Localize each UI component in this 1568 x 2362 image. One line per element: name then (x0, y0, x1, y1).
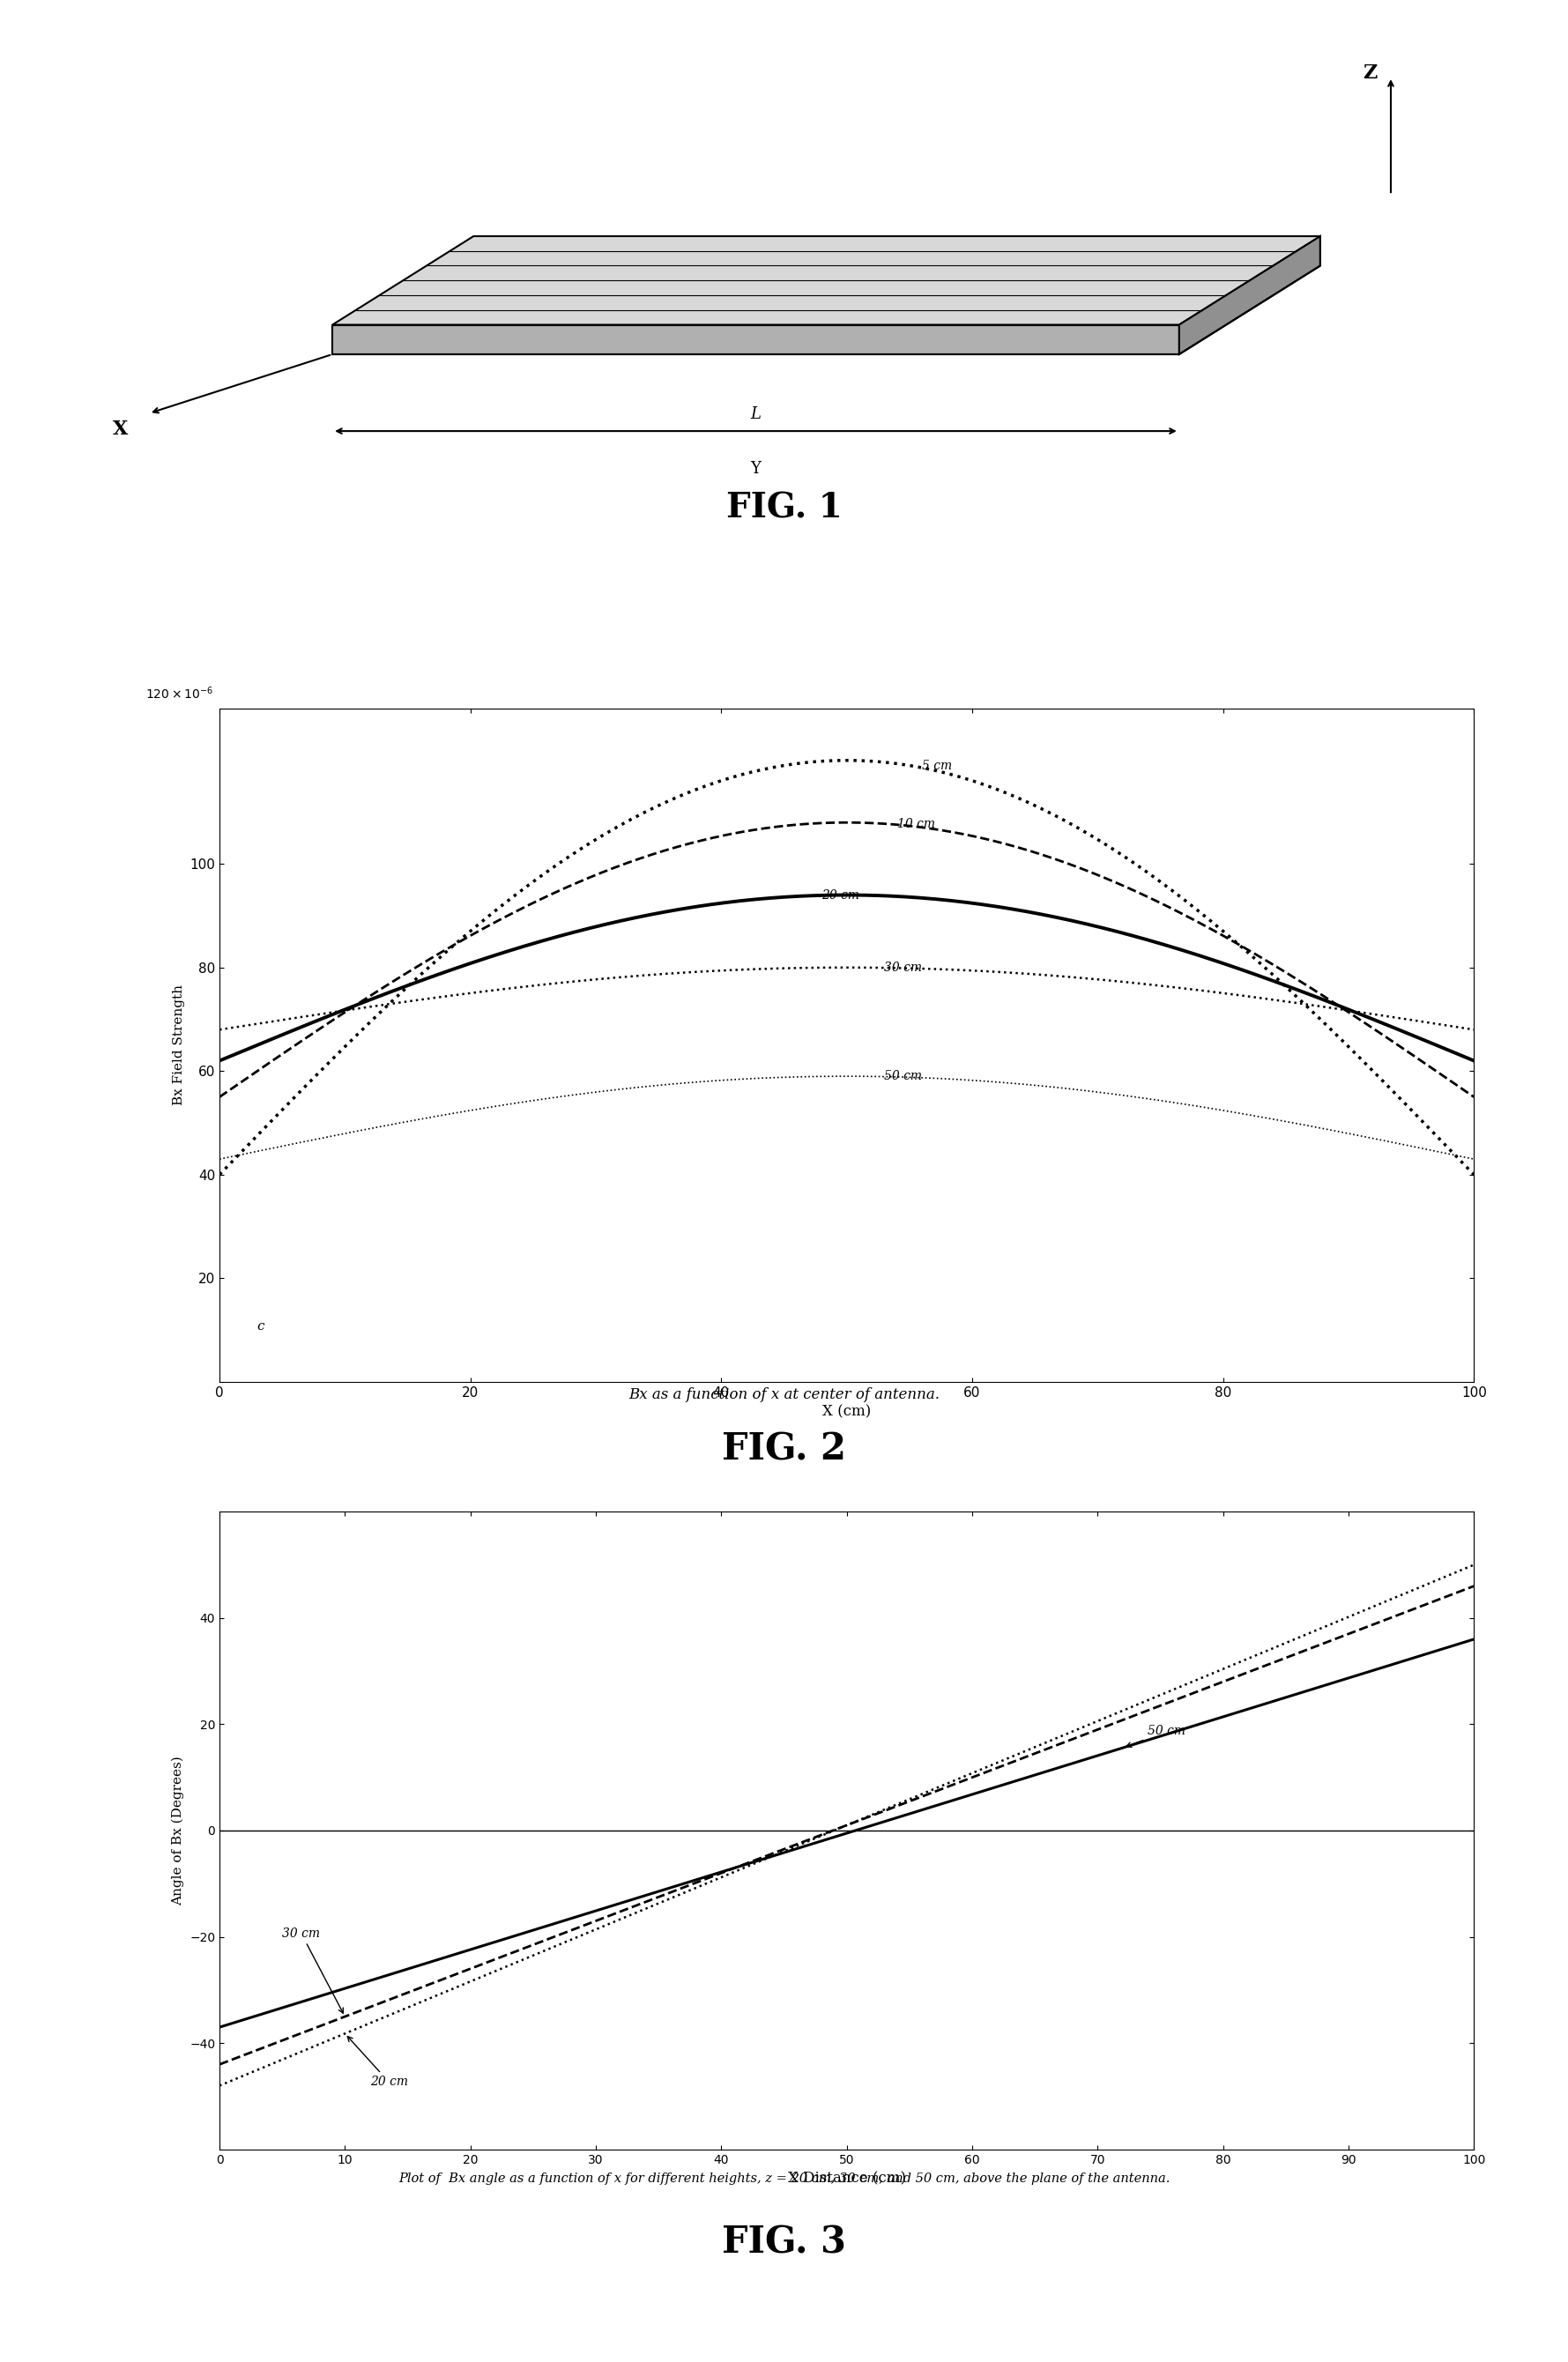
Text: X: X (113, 418, 129, 439)
Text: L: L (751, 406, 760, 423)
Text: FIG. 3: FIG. 3 (721, 2225, 847, 2260)
Polygon shape (1179, 236, 1320, 354)
Text: 30 cm: 30 cm (282, 1927, 343, 2012)
Text: 10 cm: 10 cm (897, 817, 935, 829)
Text: $120\times10^{-6}$: $120\times10^{-6}$ (146, 685, 213, 702)
Text: 20 cm: 20 cm (822, 890, 859, 902)
Text: Y: Y (751, 461, 760, 477)
X-axis label: X (cm): X (cm) (822, 1403, 872, 1420)
Y-axis label: Bx Field Strength: Bx Field Strength (172, 985, 185, 1105)
Polygon shape (332, 236, 1320, 324)
Text: Bx as a function of x at center of antenna.: Bx as a function of x at center of anten… (629, 1386, 939, 1401)
Text: Plot of  Bx angle as a function of x for different heights, z = 20 cm, 30 cm, an: Plot of Bx angle as a function of x for … (398, 2173, 1170, 2185)
Text: 20 cm: 20 cm (348, 2036, 408, 2088)
Polygon shape (332, 324, 1179, 354)
Y-axis label: Angle of Bx (Degrees): Angle of Bx (Degrees) (172, 1755, 185, 1906)
Text: 50 cm: 50 cm (1126, 1724, 1185, 1748)
Text: Z: Z (1363, 64, 1377, 83)
Text: FIG. 1: FIG. 1 (726, 491, 842, 524)
Text: 30 cm: 30 cm (884, 961, 922, 973)
Text: 5 cm: 5 cm (922, 758, 952, 772)
Text: c: c (257, 1320, 265, 1332)
X-axis label: X Distance (cm): X Distance (cm) (787, 2171, 906, 2185)
Text: 50 cm: 50 cm (884, 1070, 922, 1082)
Text: FIG. 2: FIG. 2 (721, 1431, 847, 1467)
